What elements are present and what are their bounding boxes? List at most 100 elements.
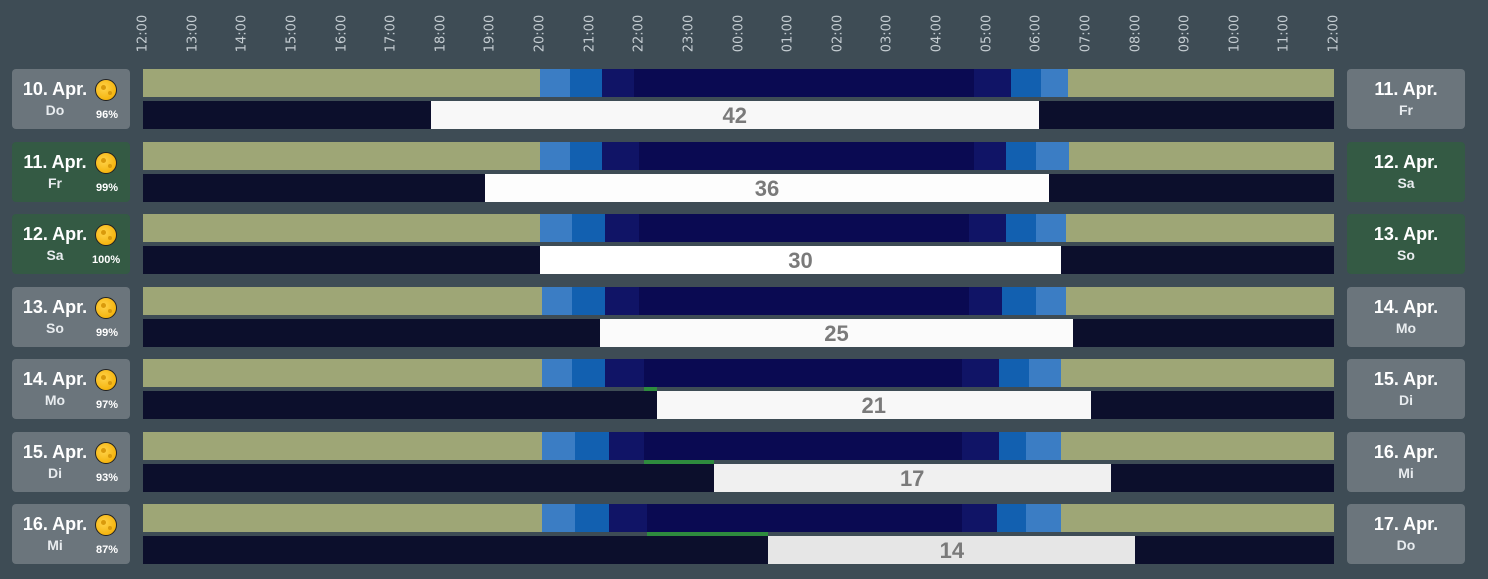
window-value: 42 [722, 103, 747, 128]
date-card-start[interactable]: 11. Apr. Fr 99% [12, 141, 130, 202]
x-tick-label: 14:00 [234, 14, 250, 53]
x-tick-label: 17:00 [383, 14, 399, 53]
date-card-end[interactable]: 12. Apr. Sa [1347, 141, 1465, 202]
twilight-segment [646, 504, 962, 532]
moon-up-window: 25 [599, 318, 1074, 347]
next-weekday-label: Do [1396, 537, 1416, 553]
x-tick-label: 08:00 [1128, 14, 1143, 53]
next-date-label: 14. Apr. [1373, 296, 1439, 317]
twilight-bar [143, 286, 1334, 315]
next-weekday-label: So [1397, 247, 1415, 263]
moon-icon [95, 369, 117, 391]
twilight-segment [602, 69, 635, 97]
twilight-segment [1026, 431, 1062, 460]
x-tick-label: 07:00 [1078, 14, 1094, 53]
moon-icon [95, 296, 117, 319]
date-card-end[interactable]: 16. Apr. Mi [1347, 431, 1465, 492]
twilight-segment [609, 431, 645, 460]
window-value: 25 [824, 320, 849, 346]
x-tick-label: 04:00 [929, 14, 945, 53]
window-value: 21 [861, 393, 886, 418]
date-label: 10. Apr. [22, 79, 88, 99]
next-date-label: 11. Apr. [1374, 79, 1438, 99]
next-date-label: 15. Apr. [1373, 369, 1439, 389]
weekday-label: Do [45, 102, 65, 118]
twilight-segment [996, 504, 1027, 532]
twilight-segment [974, 69, 1012, 97]
twilight-segment [569, 141, 603, 170]
date-card-end[interactable]: 13. Apr. So [1347, 214, 1465, 274]
x-tick-label: 00:00 [731, 14, 746, 53]
moon-bar: 21 [143, 391, 1334, 419]
twilight-bar [143, 359, 1334, 387]
next-weekday-label: Fr [1399, 102, 1413, 118]
twilight-segment [974, 141, 1007, 170]
twilight-bar [143, 69, 1334, 97]
twilight-segment [639, 141, 975, 170]
x-tick-label: 05:00 [979, 14, 995, 53]
next-date-label: 12. Apr. [1373, 151, 1439, 172]
next-date-label: 16. Apr. [1373, 441, 1439, 462]
moon-up-window: 17 [713, 463, 1111, 492]
twilight-bar [143, 431, 1334, 460]
date-card-end[interactable]: 15. Apr. Di [1347, 359, 1465, 419]
twilight-segment [540, 214, 573, 242]
twilight-segment [569, 69, 603, 97]
moon-illumination: 99% [96, 181, 119, 194]
night-row: 16. Apr. Mi 87% 14 17. Apr. Do [0, 504, 1488, 566]
x-tick-label: 03:00 [879, 14, 895, 53]
twilight-bar [143, 504, 1334, 532]
x-tick-label: 18:00 [433, 14, 449, 53]
date-card-start[interactable]: 16. Apr. Mi 87% [12, 504, 130, 564]
date-card-start[interactable]: 10. Apr. Do 96% [12, 69, 130, 129]
date-card-start[interactable]: 15. Apr. Di 93% [12, 431, 130, 492]
x-tick-label: 22:00 [631, 14, 647, 53]
night-row: 12. Apr. Sa 100% 30 13. Apr. So [0, 214, 1488, 276]
moon-up-window: 14 [768, 536, 1136, 564]
window-value: 36 [754, 175, 780, 201]
date-card-end[interactable]: 17. Apr. Do [1347, 504, 1465, 564]
twilight-segment [604, 359, 645, 387]
night-row: 13. Apr. So 99% 25 14. Apr. Mo [0, 286, 1488, 349]
date-card-start[interactable]: 14. Apr. Mo 97% [12, 359, 130, 419]
x-tick-label: 23:00 [681, 14, 697, 53]
twilight-segment [572, 359, 605, 387]
x-tick-label: 10:00 [1227, 14, 1243, 53]
date-card-end[interactable]: 11. Apr. Fr [1347, 69, 1465, 129]
next-weekday-label: Mo [1395, 319, 1417, 336]
x-tick-label: 15:00 [284, 14, 300, 53]
x-tick-label: 02:00 [830, 14, 846, 53]
twilight-segment [969, 286, 1002, 315]
next-date-label: 13. Apr. [1373, 224, 1439, 244]
twilight-segment [542, 286, 573, 315]
twilight-segment [542, 504, 575, 532]
twilight-segment [540, 141, 570, 170]
window-value: 30 [788, 248, 813, 273]
twilight-segment [1036, 286, 1067, 315]
date-card-start[interactable]: 12. Apr. Sa 100% [12, 214, 130, 274]
twilight-segment [572, 214, 605, 242]
twilight-segment [644, 359, 962, 387]
moonset-marker [644, 387, 657, 391]
x-tick-label: 21:00 [582, 14, 598, 53]
moon-icon [95, 151, 117, 174]
moon-bar: 42 [143, 101, 1334, 129]
moon-icon [95, 441, 117, 464]
night-row: 14. Apr. Mo 97% 21 15. Apr. Di [0, 359, 1488, 421]
date-card-end[interactable]: 14. Apr. Mo [1347, 286, 1465, 347]
x-tick-label: 11:00 [1276, 14, 1292, 53]
twilight-segment [602, 141, 640, 170]
date-card-start[interactable]: 13. Apr. So 99% [12, 286, 130, 347]
twilight-segment [644, 431, 962, 460]
next-date-label: 17. Apr. [1373, 514, 1439, 534]
twilight-segment [634, 69, 975, 97]
twilight-segment [969, 214, 1007, 242]
moon-up-window: 30 [540, 246, 1062, 274]
next-weekday-label: Sa [1397, 174, 1415, 191]
moonset-marker [644, 459, 714, 464]
next-weekday-label: Di [1399, 392, 1413, 408]
twilight-segment [1001, 286, 1037, 315]
moon-illumination: 97% [96, 399, 119, 411]
moon-bar: 36 [143, 173, 1334, 202]
moon-illumination: 100% [92, 254, 121, 266]
